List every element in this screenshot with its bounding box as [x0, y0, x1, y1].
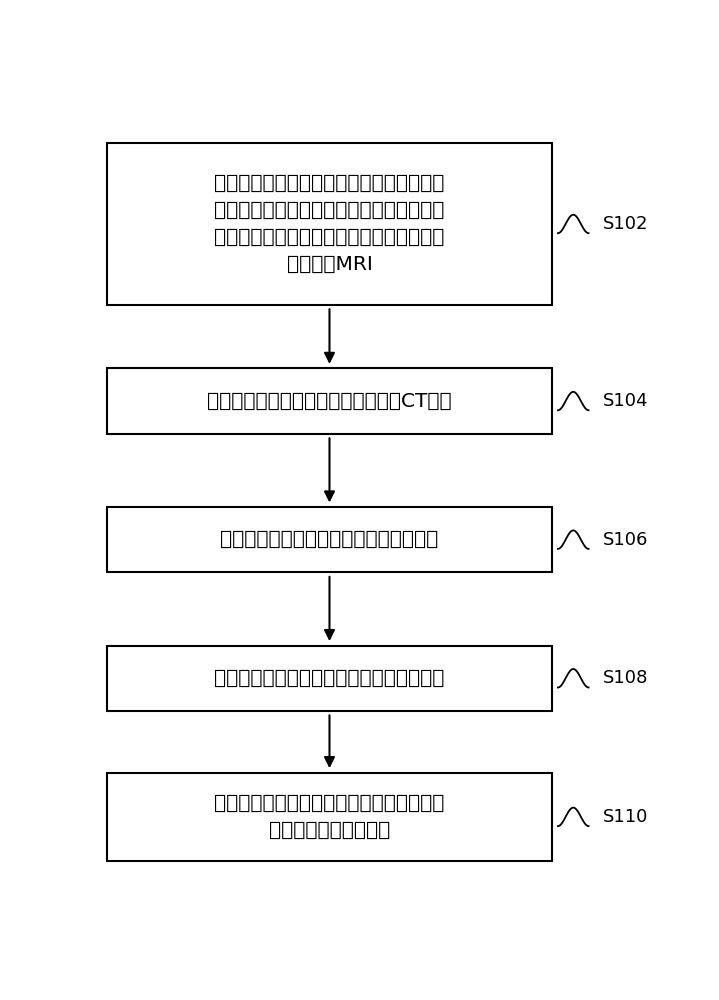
Text: S102: S102 — [603, 215, 648, 233]
Text: S106: S106 — [603, 531, 648, 549]
Text: 采用脑中线定位头部颅颌面的正中矢状平面: 采用脑中线定位头部颅颌面的正中矢状平面 — [214, 669, 444, 688]
Text: 获取目标用户的头部颅颌面的目标序列图像
，其中，目标序列图像的类型为软组织序列
图像或黑骨头序列图像，目标序列图像为磁
共振图像MRI: 获取目标用户的头部颅颌面的目标序列图像 ，其中，目标序列图像的类型为软组织序列 … — [214, 174, 444, 274]
Text: 基于正中矢状平面，分析目标用户的头部颅
颌面是否出现异常变形: 基于正中矢状平面，分析目标用户的头部颅 颌面是否出现异常变形 — [214, 794, 444, 840]
Text: S104: S104 — [603, 392, 648, 410]
Text: 将目标序列图像合成计算机断层扫描CT图像: 将目标序列图像合成计算机断层扫描CT图像 — [207, 392, 452, 411]
Text: S110: S110 — [603, 808, 648, 826]
Text: 利用目标序列图像定位目标用户的脑中线: 利用目标序列图像定位目标用户的脑中线 — [220, 530, 439, 549]
FancyBboxPatch shape — [106, 507, 552, 572]
FancyBboxPatch shape — [106, 773, 552, 861]
FancyBboxPatch shape — [106, 143, 552, 305]
FancyBboxPatch shape — [106, 646, 552, 711]
Text: S108: S108 — [603, 669, 648, 687]
FancyBboxPatch shape — [106, 368, 552, 434]
